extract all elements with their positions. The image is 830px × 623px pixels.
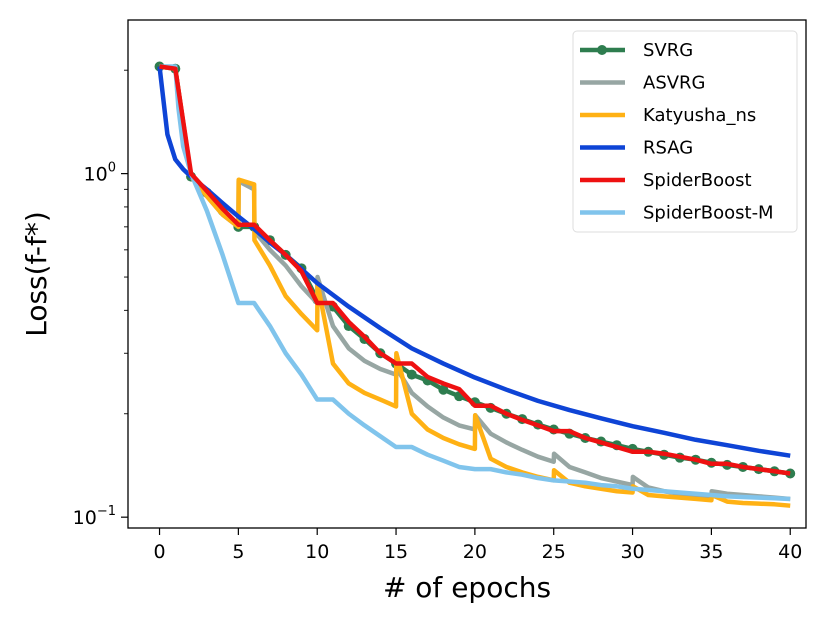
y-tick-label: 100 bbox=[84, 161, 116, 186]
y-axis-label: Loss(f-f*) bbox=[20, 211, 53, 337]
legend-label: SpiderBoost bbox=[643, 170, 752, 191]
data-point bbox=[406, 369, 417, 380]
series-line-spiderboost bbox=[159, 64, 791, 476]
legend: SVRG ASVRG Katyusha_ns RSAG SpiderBoost Spide… bbox=[572, 30, 798, 233]
x-tick-label: 5 bbox=[232, 541, 244, 563]
x-tick-label: 30 bbox=[620, 541, 644, 563]
legend-label: ASVRG bbox=[643, 73, 706, 94]
x-axis: 0 5 10 15 20 25 30 35 40 bbox=[153, 528, 802, 563]
y-axis: 100 10−1 bbox=[73, 69, 128, 529]
x-tick-label: 15 bbox=[384, 541, 408, 563]
x-tick-label: 25 bbox=[542, 541, 566, 563]
legend-box bbox=[572, 30, 798, 233]
x-tick-label: 35 bbox=[699, 541, 723, 563]
legend-label: SpiderBoost-M bbox=[643, 203, 774, 224]
x-tick-label: 0 bbox=[153, 541, 165, 563]
series-line-spiderboost-m bbox=[159, 64, 791, 502]
x-axis-label: # of epochs bbox=[383, 571, 551, 604]
legend-label: Katyusha_ns bbox=[643, 105, 756, 126]
legend-label: RSAG bbox=[643, 138, 693, 159]
x-tick-label: 40 bbox=[778, 541, 802, 563]
x-tick-label: 20 bbox=[463, 541, 487, 563]
series-line-katyusha-ns bbox=[159, 64, 791, 508]
legend-label: SVRG bbox=[643, 40, 693, 61]
y-tick-label: 10−1 bbox=[73, 504, 116, 529]
series-lines bbox=[154, 61, 796, 508]
data-point bbox=[438, 384, 449, 395]
legend-marker bbox=[597, 45, 607, 55]
x-tick-label: 10 bbox=[305, 541, 329, 563]
